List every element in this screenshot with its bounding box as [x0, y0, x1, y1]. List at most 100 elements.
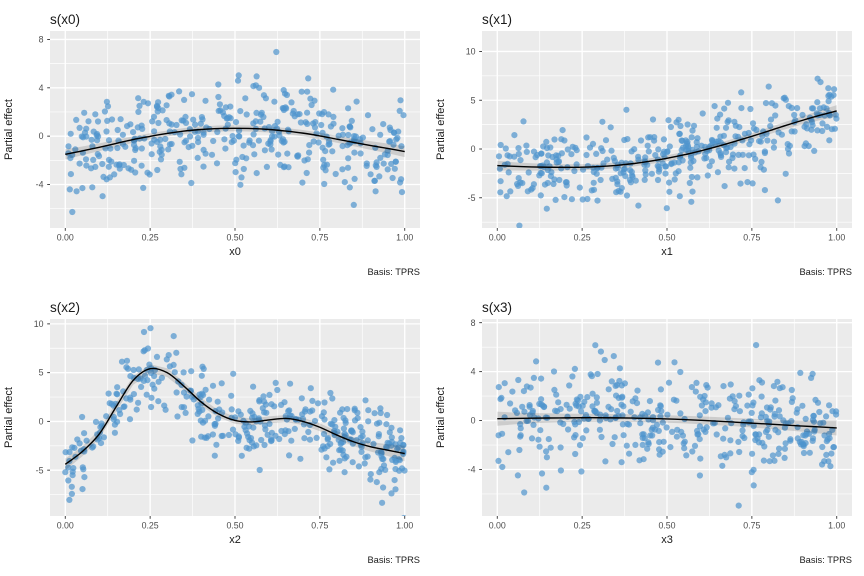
scatter-point	[367, 476, 374, 483]
scatter-point	[89, 444, 96, 451]
scatter-point	[767, 406, 774, 413]
scatter-point	[400, 112, 407, 119]
scatter-point	[800, 449, 808, 457]
scatter-point	[623, 442, 630, 449]
scatter-point	[398, 176, 405, 183]
scatter-point	[517, 432, 524, 439]
scatter-point	[598, 145, 605, 152]
y-tick-label: 0	[39, 417, 44, 427]
scatter-point	[590, 179, 597, 186]
scatter-point	[153, 353, 161, 360]
scatter-point	[696, 423, 703, 430]
scatter-point	[658, 408, 665, 415]
scatter-point	[392, 486, 399, 493]
scatter-point	[714, 169, 721, 176]
x-tick-label: 0.25	[142, 521, 159, 531]
scatter-point	[362, 454, 369, 461]
scatter-point	[823, 413, 830, 420]
scatter-point	[107, 145, 114, 152]
scatter-point	[810, 412, 817, 420]
scatter-point	[140, 328, 148, 336]
scatter-point	[819, 127, 826, 135]
scatter-point	[674, 426, 681, 433]
scatter-point	[602, 137, 610, 144]
scatter-point	[520, 118, 527, 125]
scatter-point	[114, 126, 121, 134]
scatter-point	[715, 138, 722, 145]
scatter-point	[100, 434, 107, 441]
scatter-point	[158, 374, 165, 381]
scatter-point	[519, 403, 526, 410]
scatter-point	[216, 101, 223, 108]
scatter-point	[496, 165, 503, 172]
scatter-point	[74, 436, 81, 443]
scatter-point	[501, 380, 508, 387]
scatter-point	[255, 137, 262, 144]
scatter-point	[702, 399, 709, 406]
scatter-point	[358, 448, 365, 455]
scatter-point	[391, 165, 398, 172]
scatter-point	[178, 404, 185, 411]
scatter-point	[275, 151, 282, 158]
scatter-point	[395, 128, 402, 135]
scatter-point	[655, 146, 662, 153]
scatter-point	[249, 142, 257, 149]
scatter-point	[340, 425, 347, 432]
scatter-point	[653, 421, 660, 428]
scatter-point	[563, 179, 570, 186]
scatter-point	[640, 456, 647, 463]
scatter-point	[556, 176, 563, 184]
scatter-point	[722, 124, 730, 131]
scatter-point	[330, 113, 337, 120]
scatter-point	[710, 420, 717, 427]
x-tick-label: 1.00	[396, 233, 413, 243]
scatter-point	[515, 145, 522, 152]
scatter-point	[662, 170, 669, 177]
scatter-point	[666, 179, 673, 186]
scatter-point	[750, 399, 757, 406]
scatter-point	[665, 379, 673, 386]
scatter-point	[126, 416, 134, 423]
scatter-point	[69, 472, 76, 479]
scatter-point	[517, 157, 524, 164]
plot-title: s(x3)	[482, 300, 512, 315]
scatter-point	[713, 124, 720, 131]
scatter-point	[497, 178, 504, 185]
scatter-point	[79, 413, 86, 421]
scatter-point	[781, 454, 788, 461]
scatter-point	[723, 454, 730, 461]
scatter-point	[144, 377, 151, 384]
scatter-point	[648, 426, 655, 433]
scatter-point	[351, 133, 358, 140]
scatter-point	[660, 136, 667, 143]
scatter-point	[325, 138, 333, 145]
scatter-point	[386, 124, 393, 131]
scatter-point	[750, 422, 757, 430]
scatter-point	[140, 98, 147, 105]
scatter-point	[234, 77, 242, 84]
scatter-point	[355, 463, 362, 470]
scatter-point	[148, 151, 155, 158]
scatter-point	[717, 111, 724, 118]
scatter-point	[529, 185, 536, 192]
scatter-point	[73, 116, 80, 123]
scatter-point	[635, 153, 642, 160]
scatter-point	[697, 455, 704, 462]
scatter-point	[596, 417, 603, 424]
scatter-point	[515, 376, 522, 384]
scatter-point	[123, 364, 130, 371]
scatter-point	[166, 363, 173, 370]
scatter-point	[378, 465, 385, 472]
scatter-point	[375, 449, 382, 456]
scatter-point	[767, 123, 774, 130]
x-tick-label: 0.00	[489, 521, 506, 531]
scatter-point	[538, 401, 545, 408]
scatter-point	[156, 148, 163, 155]
scatter-point	[166, 120, 173, 127]
scatter-point	[572, 432, 579, 439]
subplot-s-x2: 0.00 0.25 0.50 0.75 1.00 -5 0 5 10 s(x2) x2 Partial…	[0, 288, 432, 576]
scatter-point	[626, 176, 633, 184]
scatter-point	[310, 120, 317, 127]
scatter-point	[611, 434, 618, 441]
scatter-point	[696, 412, 703, 419]
